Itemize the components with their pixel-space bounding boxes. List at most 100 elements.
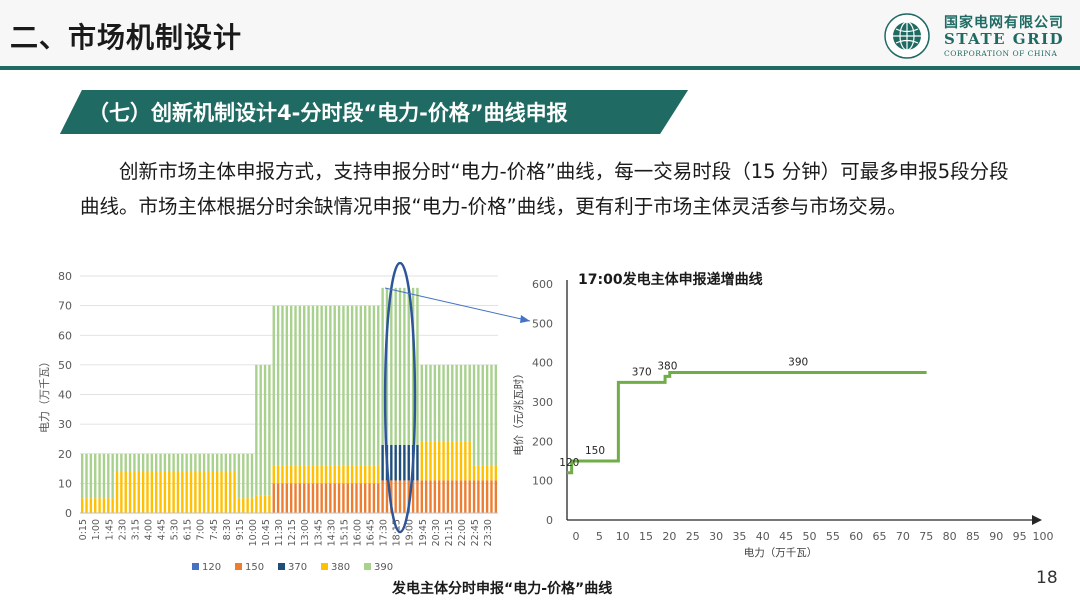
bar-segment-390 [224,453,228,472]
bar-segment-150 [316,483,319,513]
bar-segment-390 [394,287,397,445]
bar-segment-150 [481,480,484,513]
bar-segment-150 [364,483,367,513]
bar-segment-390 [120,453,123,472]
bar-segment-380 [229,471,232,513]
bar-segment-390 [485,364,489,466]
bar-segment-380 [198,471,201,513]
bar-segment-390 [155,453,158,472]
bar-segment-380 [80,498,84,513]
x-tick-label: 0:15 [78,519,89,540]
bar-segment-150 [377,483,380,513]
bar-segment-380 [185,471,188,513]
x-tick-label: 6:15 [183,519,194,540]
chart-caption: 发电主体分时申报“电力-价格”曲线 [392,581,613,597]
bar-segment-150 [494,480,498,513]
x-tick-label: 22:00 [457,519,468,546]
bar-segment-390 [381,287,384,445]
bar-segment-390 [272,305,275,466]
bar-segment-150 [355,483,358,513]
step-data-label: 120 [559,457,579,469]
bar-segment-380 [115,471,119,513]
bar-segment-380 [211,471,214,513]
x-tick-label: 40 [756,530,770,543]
bar-segment-380 [176,471,180,513]
bar-segment-380 [237,498,241,513]
bar-segment-380 [307,465,310,484]
x-tick-label: 90 [989,530,1003,543]
bar-segment-390 [250,453,254,499]
bar-segment-380 [420,441,423,481]
bar-segment-390 [268,364,271,496]
bar-segment-380 [359,465,363,484]
x-tick-label: 50 [803,530,817,543]
y-tick-label: 80 [58,270,72,283]
bar-segment-380 [272,465,275,484]
y-tick-label: 500 [532,317,553,330]
bar-segment-390 [242,453,245,499]
bar-segment-390 [303,305,306,466]
x-tick-label: 4:45 [157,519,168,540]
bar-segment-150 [307,483,310,513]
x-tick-label: 75 [919,530,933,543]
bar-segment-150 [411,480,415,513]
bar-segment-150 [385,480,389,513]
bar-segment-380 [485,465,489,481]
bar-segment-390 [311,305,315,466]
bar-segment-390 [494,364,498,466]
bar-segment-150 [433,480,437,513]
bar-segment-390 [433,364,437,442]
bar-segment-380 [438,441,441,481]
bar-segment-390 [337,305,341,466]
bar-segment-380 [459,441,463,481]
x-tick-label: 3:15 [130,519,141,540]
bar-segment-390 [477,364,480,466]
bar-segment-390 [372,305,376,466]
bar-segment-390 [124,453,127,472]
bar-segment-150 [281,483,284,513]
bar-segment-380 [377,465,380,484]
bar-segment-380 [194,471,197,513]
x-tick-label: 16:45 [366,519,377,546]
bar-segment-390 [468,364,471,442]
bar-segment-390 [263,364,267,496]
bar-segment-380 [202,471,206,513]
bar-segment-150 [407,480,410,513]
bar-segment-150 [416,480,419,513]
bar-segment-150 [485,480,489,513]
bar-segment-380 [246,498,249,513]
legend-swatch-380 [321,563,328,570]
bar-segment-380 [455,441,458,481]
chart-title: 17:00发电主体申报递增曲线 [578,271,763,288]
bar-segment-150 [394,480,397,513]
x-tick-label: 60 [849,530,863,543]
bar-segment-390 [481,364,484,466]
y-tick-label: 200 [532,435,553,448]
bar-segment-390 [220,453,223,472]
bar-segment-150 [294,483,297,513]
bar-segment-370 [394,444,397,481]
bar-segment-390 [459,364,463,442]
bar-segment-150 [459,480,463,513]
x-tick-label: 35 [732,530,746,543]
step-line-chart: 0 100 200 300 400 500 600 0 5 10 15 20 25 30 35 40 45 50 5… [512,271,1054,559]
y-tick-label: 10 [58,477,72,490]
y-tick-label: 100 [532,475,553,488]
bar-segment-390 [80,453,84,499]
x-tick-label: 23:30 [483,519,494,546]
bar-segment-380 [107,498,110,513]
x-tick-label: 30 [709,530,723,543]
bar-segment-380 [146,471,149,513]
bar-segment-380 [350,465,354,484]
bar-segment-390 [416,287,419,445]
state-grid-logo-icon [884,13,930,59]
bar-segment-380 [464,441,467,481]
x-tick-label: 95 [1013,530,1027,543]
bar-segment-380 [298,465,302,484]
page-title: 二、市场机制设计 [10,21,243,54]
bar-segment-390 [133,453,136,472]
x-tick-label: 17:30 [379,519,390,546]
bar-segment-380 [94,498,97,513]
bar-segment-150 [442,480,445,513]
step-data-label: 370 [632,366,652,378]
